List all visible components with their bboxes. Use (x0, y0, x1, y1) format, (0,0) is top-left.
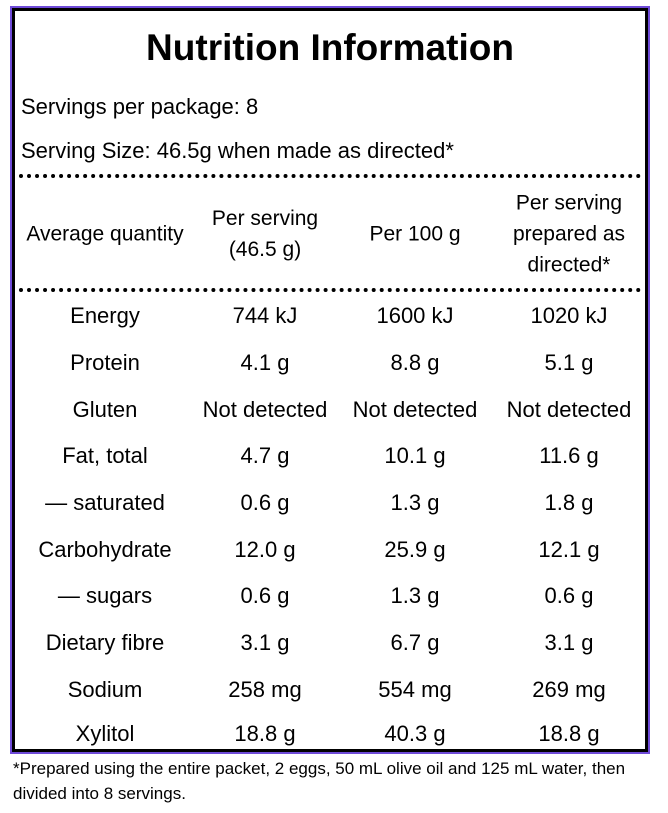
cell-per-100g: 1.3 g (390, 490, 440, 515)
servings-per-package: Servings per package: 8 (21, 94, 259, 119)
row-label: Fat, total (62, 443, 148, 468)
dotted-divider-header (19, 288, 641, 292)
table-row: Fat, total 4.7 g 10.1 g 11.6 g (15, 436, 645, 476)
row-label: — saturated (45, 490, 165, 515)
cell-per-serving: 4.1 g (240, 350, 290, 375)
row-label: Dietary fibre (45, 630, 165, 655)
cell-prepared: 0.6 g (544, 583, 594, 608)
cell-per-serving: 0.6 g (240, 583, 290, 608)
cell-per-serving: 18.8 g (234, 721, 296, 746)
nutrition-panel: Nutrition Information Servings per packa… (10, 6, 650, 754)
row-label: Gluten (72, 397, 138, 422)
cell-prepared: 12.1 g (538, 537, 600, 562)
cell-per-serving: 3.1 g (240, 630, 290, 655)
cell-per-100g: Not detected (352, 397, 478, 422)
footnote: *Prepared using the entire packet, 2 egg… (13, 759, 626, 803)
column-header-per-100g: Per 100 g (369, 222, 461, 246)
row-label: Energy (70, 303, 140, 328)
cell-per-serving: 4.7 g (240, 443, 290, 468)
cell-prepared: 5.1 g (544, 350, 594, 375)
cell-per-100g: 1.3 g (390, 583, 440, 608)
table-row: Protein 4.1 g 8.8 g 5.1 g (15, 343, 645, 383)
cell-per-serving: Not detected (202, 397, 328, 422)
cell-per-serving: 744 kJ (232, 303, 298, 328)
dotted-divider-top (19, 174, 641, 178)
table-row: Xylitol 18.8 g 40.3 g 18.8 g (15, 714, 645, 754)
serving-size: Serving Size: 46.5g when made as directe… (21, 138, 454, 163)
table-header: Average quantity Per serving (46.5 g) Pe… (15, 184, 645, 284)
table-row: — saturated 0.6 g 1.3 g 1.8 g (15, 483, 645, 523)
cell-per-100g: 40.3 g (384, 721, 446, 746)
table-row: — sugars 0.6 g 1.3 g 0.6 g (15, 576, 645, 616)
panel-title: Nutrition Information (146, 27, 514, 68)
column-header-per-serving: Per serving (46.5 g) (211, 207, 319, 261)
row-label: — sugars (57, 583, 153, 608)
table-row: Dietary fibre 3.1 g 6.7 g 3.1 g (15, 623, 645, 663)
cell-prepared: 1020 kJ (530, 303, 608, 328)
cell-prepared: 269 mg (532, 677, 606, 702)
column-header-average-quantity: Average quantity (26, 222, 184, 246)
row-label: Xylitol (75, 721, 135, 746)
cell-per-100g: 6.7 g (390, 630, 440, 655)
cell-per-100g: 10.1 g (384, 443, 446, 468)
table-row: Sodium 258 mg 554 mg 269 mg (15, 670, 645, 710)
row-label: Protein (70, 350, 140, 375)
cell-per-100g: 8.8 g (390, 350, 440, 375)
cell-prepared: Not detected (506, 397, 632, 422)
column-header-prepared: Per serving prepared as directed* (512, 191, 626, 277)
cell-per-serving: 12.0 g (234, 537, 296, 562)
cell-prepared: 1.8 g (544, 490, 594, 515)
cell-prepared: 11.6 g (539, 443, 599, 468)
cell-prepared: 3.1 g (544, 630, 594, 655)
cell-per-100g: 1600 kJ (376, 303, 454, 328)
cell-per-100g: 554 mg (378, 677, 452, 702)
table-row: Gluten Not detected Not detected Not det… (15, 390, 645, 430)
table-row: Energy 744 kJ 1600 kJ 1020 kJ (15, 296, 645, 336)
table-row: Carbohydrate 12.0 g 25.9 g 12.1 g (15, 530, 645, 570)
cell-prepared: 18.8 g (538, 721, 600, 746)
cell-per-serving: 258 mg (228, 677, 302, 702)
cell-per-100g: 25.9 g (384, 537, 446, 562)
row-label: Sodium (67, 677, 143, 702)
row-label: Carbohydrate (38, 537, 172, 562)
cell-per-serving: 0.6 g (240, 490, 290, 515)
